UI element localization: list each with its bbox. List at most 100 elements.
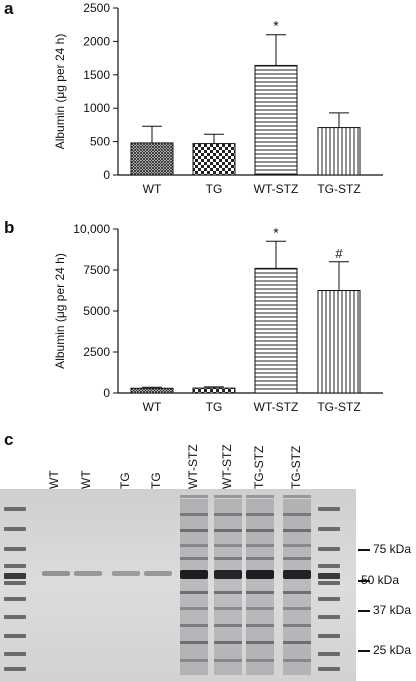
minor-band (246, 659, 274, 662)
minor-band (180, 607, 208, 610)
minor-band (246, 641, 274, 644)
marker-tick-25 (358, 650, 370, 652)
lane-label: WT-STZ (186, 444, 200, 489)
gel-image (0, 489, 356, 681)
minor-band (246, 513, 274, 516)
minor-band (246, 607, 274, 610)
ladder-band (318, 634, 340, 638)
ladder-band (318, 581, 340, 585)
minor-band (180, 529, 208, 532)
minor-band (180, 659, 208, 662)
minor-band (246, 557, 274, 560)
minor-band (283, 513, 311, 516)
minor-band (180, 557, 208, 560)
minor-band (246, 624, 274, 627)
minor-band (246, 495, 274, 498)
bar-tg (192, 387, 236, 394)
ladder-band (318, 507, 340, 511)
lane-label: WT-STZ (220, 444, 234, 489)
x-tick-label: TG-STZ (317, 182, 360, 196)
minor-band (283, 641, 311, 644)
y-axis-label: Albumin (μg per 24 h) (53, 253, 67, 369)
minor-band (214, 641, 242, 644)
bar-wt-stz (254, 64, 298, 176)
bar-wt-stz (254, 267, 298, 394)
panel-letter-b: b (4, 218, 15, 237)
lane-label: TG-STZ (289, 445, 303, 489)
ladder-band (318, 652, 340, 656)
bar-tg-stz (317, 290, 361, 394)
ladder-band (318, 547, 340, 551)
minor-band (214, 529, 242, 532)
bar-wt (130, 387, 174, 394)
minor-band (214, 544, 242, 547)
lane-label: WT (47, 470, 61, 489)
ladder-band (4, 564, 26, 568)
y-tick-label: 500 (90, 135, 110, 149)
y-tick-label: 7500 (83, 263, 110, 277)
albumin-band (246, 570, 274, 579)
y-tick-label: 1000 (83, 101, 110, 115)
minor-band (180, 641, 208, 644)
minor-band (283, 624, 311, 627)
ladder-band (4, 634, 26, 638)
bar-tg-stz (317, 127, 361, 176)
albumin-band (42, 571, 70, 576)
lane-label: TG-STZ (252, 445, 266, 489)
albumin-band (112, 571, 140, 576)
lane-smear (214, 499, 242, 675)
ladder-band (4, 527, 26, 531)
ladder-band (4, 507, 26, 511)
panel-letter-a: a (4, 0, 14, 18)
y-tick-label: 5000 (83, 304, 110, 318)
albumin-band (283, 570, 311, 579)
y-tick-label: 10,000 (73, 222, 110, 236)
minor-band (214, 513, 242, 516)
minor-band (283, 607, 311, 610)
bar-tg (192, 143, 236, 176)
marker-label-25: 25 kDa (373, 643, 412, 657)
ladder-band (318, 527, 340, 531)
minor-band (283, 529, 311, 532)
ladder-band (4, 573, 26, 579)
minor-band (246, 529, 274, 532)
minor-band (180, 591, 208, 594)
minor-band (283, 495, 311, 498)
minor-band (246, 591, 274, 594)
y-tick-label: 2500 (83, 345, 110, 359)
ladder-band (318, 573, 340, 579)
lane-smear (246, 499, 274, 675)
significance-marker: * (273, 224, 279, 240)
ladder-band (4, 597, 26, 601)
panel-letter-c: c (4, 430, 14, 449)
x-tick-label: TG-STZ (317, 400, 360, 414)
minor-band (214, 495, 242, 498)
minor-band (214, 557, 242, 560)
x-tick-label: TG (206, 400, 223, 414)
albumin-band (74, 571, 102, 576)
significance-marker: * (273, 18, 279, 34)
y-tick-label: 0 (103, 168, 110, 182)
ladder-band (4, 547, 26, 551)
marker-label-50: 50 kDa (361, 573, 400, 587)
marker-tick-50 (358, 580, 370, 582)
ladder-band (4, 667, 26, 671)
significance-marker: # (335, 246, 343, 261)
y-axis-label: Albumin (μg per 24 h) (53, 34, 67, 150)
minor-band (214, 591, 242, 594)
marker-tick-75 (358, 549, 370, 551)
bar-wt (130, 142, 174, 176)
minor-band (283, 544, 311, 547)
ladder-band (318, 597, 340, 601)
x-tick-label: WT-STZ (254, 182, 299, 196)
lane-smear (180, 499, 208, 675)
y-tick-label: 0 (103, 386, 110, 400)
x-tick-label: TG (206, 182, 223, 196)
minor-band (283, 659, 311, 662)
minor-band (180, 513, 208, 516)
minor-band (283, 591, 311, 594)
ladder-band (318, 615, 340, 619)
ladder-band (4, 652, 26, 656)
minor-band (180, 495, 208, 498)
